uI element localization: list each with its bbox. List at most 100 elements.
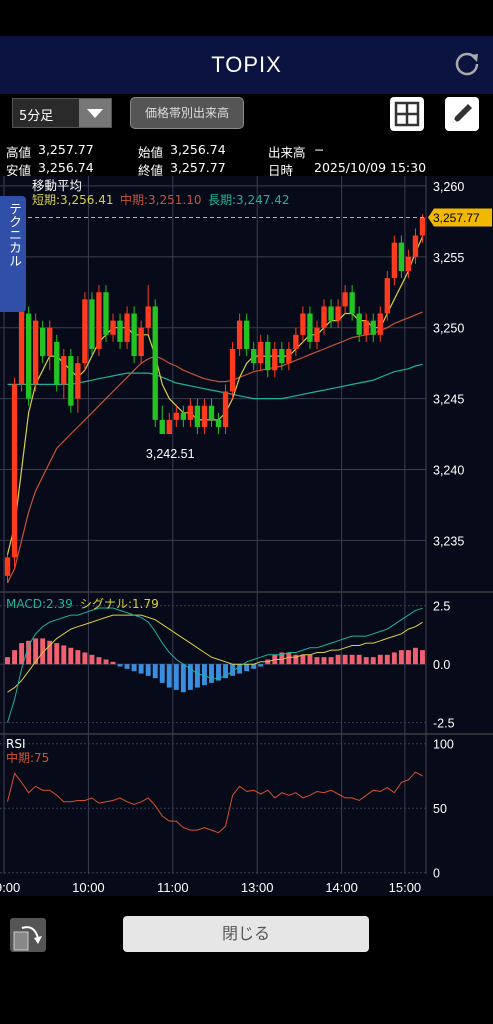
rsi-tick-label: 0 [433, 867, 440, 881]
candle-body [335, 306, 341, 321]
low-annotation: 3,242.51 [146, 447, 195, 461]
macd-histogram-bar [328, 657, 334, 665]
macd-histogram-bar [89, 654, 95, 665]
candle-body [166, 419, 172, 435]
candle-body [201, 405, 208, 427]
candle-body [307, 313, 313, 342]
ma-long-legend: 長期:3,247.42 [208, 193, 289, 207]
macd-histogram-bar [173, 664, 179, 690]
candle-body [96, 292, 102, 349]
macd-histogram-bar [209, 664, 214, 683]
period-select[interactable]: 5分足 [12, 98, 112, 128]
rsi-title: RSI [6, 737, 26, 751]
high-value: 3,257.77 [38, 142, 94, 157]
quote-info: 高値 3,257.77 始値 3,256.74 出来高 − 安値 3,256.7… [0, 138, 493, 178]
macd-histogram-bar [279, 652, 285, 665]
price-tick-label: 3,255 [433, 251, 464, 265]
macd-histogram-bar [103, 659, 109, 665]
candle-body [61, 356, 67, 385]
macd-histogram-bar [61, 645, 67, 665]
volume-by-price-button[interactable]: 価格帯別出来高 [130, 97, 244, 129]
high-label: 高値 [6, 145, 32, 160]
candle-body [152, 306, 158, 420]
layout-grid-button[interactable] [390, 97, 424, 131]
price-tick-label: 3,245 [433, 393, 464, 407]
price-tick-label: 3,235 [433, 534, 464, 548]
macd-histogram-bar [349, 654, 355, 665]
candle-body [265, 341, 271, 371]
volume-label: 出来高 [268, 145, 306, 160]
candle-body [279, 348, 285, 364]
chevron-down-icon [79, 99, 111, 127]
signal-legend: シグナル:1.79 [80, 597, 159, 611]
macd-histogram-bar [166, 664, 172, 688]
macd-histogram-bar [201, 664, 207, 686]
candle-body [321, 306, 327, 328]
candle-body [159, 419, 165, 435]
x-tick-label: 14:00 [325, 880, 358, 895]
candle-body [145, 306, 151, 328]
macd-histogram-bar [258, 664, 264, 667]
volume-value: − [314, 142, 325, 157]
macd-histogram-bar [356, 654, 362, 665]
candle-body [412, 235, 419, 257]
macd-histogram-bar [370, 657, 376, 665]
macd-histogram-bar [237, 664, 243, 674]
candle-body [82, 299, 88, 364]
macd-histogram-bar [321, 657, 327, 665]
pencil-icon [453, 104, 472, 123]
ma-mid-legend: 中期:3,251.10 [120, 192, 201, 207]
candle-body [328, 306, 334, 321]
candle-body [187, 405, 194, 420]
rsi-legend: 中期:75 [6, 750, 49, 765]
ma-legend-title: 移動平均 [32, 178, 82, 193]
bottom-bar: 閉じる [0, 896, 493, 1024]
close-button[interactable]: 閉じる [123, 916, 369, 952]
macd-tick-label: -2.5 [433, 717, 455, 731]
candle-body [215, 419, 222, 427]
rsi-line [7, 771, 423, 834]
price-tick-label: 3,250 [433, 322, 464, 336]
technical-chart[interactable]: 09:00 10:00 11:00 13:00 14:00 15:00 3,260 3,255… [0, 176, 493, 896]
candle-body [11, 384, 18, 558]
candle-body [54, 341, 60, 385]
refresh-icon[interactable] [453, 50, 481, 78]
signal-line [7, 614, 423, 693]
macd-histogram-bar [307, 654, 313, 665]
macd-histogram-bar [300, 654, 306, 665]
candle-body [117, 320, 123, 342]
candle-body [173, 412, 179, 420]
macd-histogram-bar [314, 657, 320, 665]
candle-body [293, 334, 299, 349]
candle-body [208, 405, 215, 420]
chart-background [0, 176, 493, 896]
macd-histogram-bar [363, 657, 369, 665]
macd-histogram-bar [342, 654, 348, 665]
technical-side-tab[interactable]: テクニカル [0, 196, 26, 312]
macd-histogram-bar [82, 652, 88, 665]
macd-histogram-bar [96, 657, 102, 665]
candle-body [138, 327, 144, 357]
macd-histogram-bar [223, 664, 229, 679]
candle-body [356, 313, 362, 335]
macd-histogram-bar [131, 664, 137, 672]
rotate-screen-button[interactable] [10, 918, 46, 952]
macd-histogram-bar [391, 652, 397, 665]
macd-histogram-bar [159, 664, 165, 683]
draw-button[interactable] [445, 97, 479, 131]
candle-body [377, 313, 383, 335]
candle-body [349, 292, 355, 314]
candle-body [32, 320, 39, 385]
macd-histogram-bar [110, 661, 116, 665]
macd-histogram-bar [12, 650, 18, 665]
macd-histogram-bar [384, 654, 390, 665]
period-select-value: 5分足 [19, 109, 54, 124]
macd-histogram-bar [138, 664, 144, 674]
low-label: 安値 [6, 163, 32, 178]
open-label: 始値 [138, 145, 164, 160]
candle-body [103, 292, 109, 335]
candle-body [75, 363, 81, 399]
header-bar: TOPIX [0, 36, 493, 94]
status-bar [0, 0, 493, 36]
macd-histogram-bar [33, 638, 39, 665]
